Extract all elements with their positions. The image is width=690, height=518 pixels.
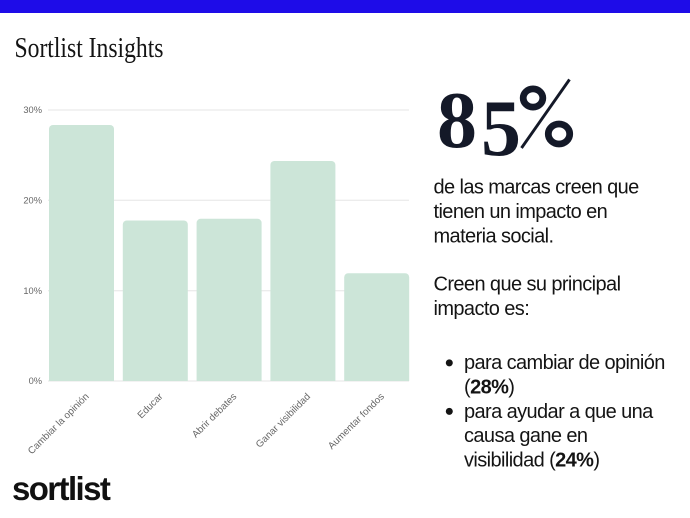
svg-text:materia social.: materia social. — [434, 225, 554, 247]
svg-text:Sortlist Insights: Sortlist Insights — [15, 31, 164, 64]
svg-text:impacto es:: impacto es: — [434, 298, 530, 320]
svg-text:Abrir debates: Abrir debates — [190, 391, 239, 440]
svg-text:30%: 30% — [23, 105, 42, 115]
svg-text:20%: 20% — [23, 196, 42, 206]
svg-text:causa gane en: causa gane en — [464, 425, 587, 447]
svg-text:de las marcas creen que: de las marcas creen que — [434, 177, 640, 199]
svg-text:Ganar visibilidad: Ganar visibilidad — [254, 391, 313, 450]
svg-text:Aumentar fondos: Aumentar fondos — [326, 391, 387, 452]
svg-text:(28%): (28%) — [464, 376, 514, 398]
svg-text:Educar: Educar — [136, 391, 166, 421]
svg-text:85: 85 — [437, 77, 521, 173]
svg-text:tienen un impacto en: tienen un impacto en — [434, 201, 608, 223]
svg-text:visibilidad (24%): visibilidad (24%) — [464, 450, 599, 472]
svg-text:para cambiar de opinión: para cambiar de opinión — [464, 352, 665, 374]
svg-text:0%: 0% — [29, 376, 42, 386]
svg-text:para ayudar a que una: para ayudar a que una — [464, 401, 654, 423]
svg-text:sortlist: sortlist — [12, 470, 111, 507]
svg-text:Cambiar la opinión: Cambiar la opinión — [26, 391, 92, 457]
svg-text:Creen que su principal: Creen que su principal — [434, 274, 621, 296]
svg-text:10%: 10% — [23, 286, 42, 296]
